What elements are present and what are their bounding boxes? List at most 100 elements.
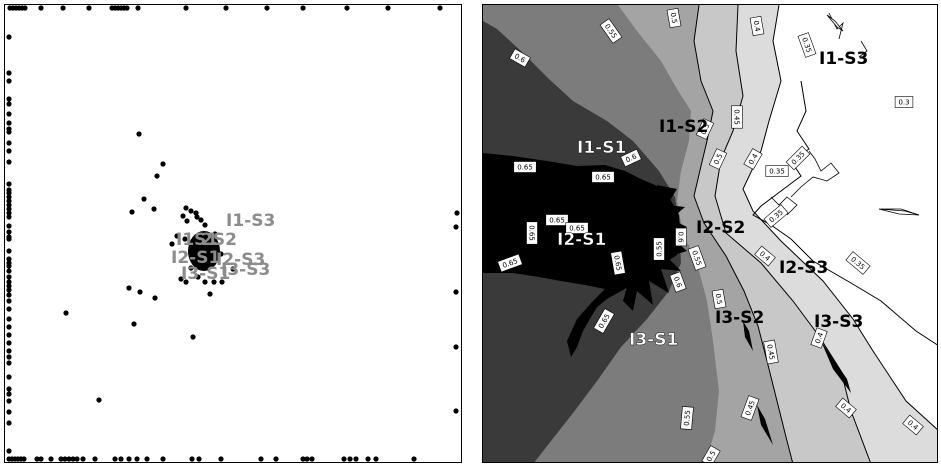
edge-point-left xyxy=(6,236,12,242)
cluster-label: 2S2 xyxy=(201,230,237,250)
edge-point-left xyxy=(6,148,12,154)
scatter-point xyxy=(202,279,208,285)
region-0-65 xyxy=(483,153,681,357)
region-label: I1-S2 xyxy=(659,117,708,137)
contour-sliver-4 xyxy=(878,208,920,216)
contour-sliver-5 xyxy=(826,14,844,32)
edge-point-left xyxy=(6,274,12,280)
cluster-label: I1-S3 xyxy=(226,211,275,231)
scatter-point xyxy=(194,214,200,220)
edge-point-left xyxy=(6,78,12,84)
edge-point-left xyxy=(6,256,12,262)
edge-point-left xyxy=(6,398,12,404)
cluster-label: I1S1 xyxy=(176,230,218,250)
svg-text:0.65: 0.65 xyxy=(517,164,533,172)
scatter-point xyxy=(129,209,135,215)
edge-point-bottom xyxy=(144,456,150,462)
scatter-point xyxy=(207,291,213,297)
contour-value-label: 0.35 xyxy=(765,165,789,177)
edge-point-top xyxy=(183,5,189,11)
cluster-label: I2-S3 xyxy=(216,250,265,270)
edge-point-left xyxy=(6,316,12,322)
edge-point-bottom xyxy=(347,456,353,462)
scatter-point xyxy=(454,210,460,216)
svg-text:0.5: 0.5 xyxy=(699,122,711,135)
scatter-point xyxy=(178,276,184,282)
scatter-point xyxy=(202,222,208,228)
edge-point-bottom xyxy=(273,456,279,462)
scatter-point xyxy=(184,218,190,224)
contour-value-label: 0.4 xyxy=(810,327,828,349)
scatter-point xyxy=(230,266,236,272)
contour-value-label: 0.65 xyxy=(565,222,589,234)
edge-point-bottom xyxy=(126,456,132,462)
edge-point-left xyxy=(6,229,12,235)
contour-sliver-1 xyxy=(821,341,851,393)
scatter-point xyxy=(174,233,180,239)
contour-value-label: 0.6 xyxy=(675,227,687,247)
edge-point-bottom xyxy=(196,456,202,462)
edge-point-left xyxy=(6,279,12,285)
edge-point-bottom xyxy=(365,456,371,462)
contour-value-label: 0.6 xyxy=(620,148,642,168)
edge-point-bottom xyxy=(373,456,379,462)
scatter-point xyxy=(198,217,204,223)
edge-point-left xyxy=(6,194,12,200)
region-label: I3-S2 xyxy=(715,308,764,328)
edge-point-left xyxy=(6,140,12,146)
scatter-point xyxy=(453,408,459,414)
contour-value-label: 0.4 xyxy=(754,245,776,267)
edge-point-bottom xyxy=(80,456,86,462)
edge-point-bottom xyxy=(92,456,98,462)
contour-value-label: 0.4 xyxy=(743,148,763,170)
edge-point-top xyxy=(385,5,391,11)
contour-value-label: 0.65 xyxy=(497,253,523,273)
edge-point-bottom xyxy=(353,456,359,462)
region-label: I3-S3 xyxy=(814,312,863,332)
contour-value-label: 0.6 xyxy=(509,48,531,68)
dense-cluster xyxy=(188,231,220,271)
contour-line-0-35 xyxy=(752,80,937,346)
edge-point-top xyxy=(344,5,350,11)
edge-point-bottom xyxy=(258,456,264,462)
scatter-point xyxy=(453,224,459,230)
cluster-label: I2-S1 xyxy=(171,248,220,268)
contour-value-label: 0.55 xyxy=(680,406,694,430)
svg-text:0.55: 0.55 xyxy=(683,410,692,426)
edge-point-bottom xyxy=(118,456,124,462)
scatter-point xyxy=(219,279,225,285)
edge-point-bottom xyxy=(58,456,64,462)
contour-value-label: 0.6 xyxy=(669,271,687,293)
edge-point-left xyxy=(6,223,12,229)
scatter-point xyxy=(183,279,189,285)
edge-point-bottom xyxy=(411,456,417,462)
edge-point-left xyxy=(6,374,12,380)
edge-point-top xyxy=(300,5,306,11)
contour-value-label: 0.55 xyxy=(599,18,623,44)
edge-point-left xyxy=(6,306,12,312)
edge-point-left xyxy=(6,386,12,392)
scatter-point xyxy=(211,279,217,285)
svg-text:0.65: 0.65 xyxy=(569,225,585,233)
contour-sliver-3 xyxy=(743,321,753,351)
region-label-layer: I1-S3 I1-S2 I1-S1 I2-S2 I2-S1 I2-S3 I3-S2 I3-S3… xyxy=(557,49,868,350)
svg-text:0.4: 0.4 xyxy=(752,20,762,33)
edge-point-top xyxy=(22,5,28,11)
contour-panel: 0.6 0.55 0.5 0.4 0.35 0.3 0.5 0.45 0.6 0.65 0.65 0.… xyxy=(482,4,938,463)
edge-point-left xyxy=(6,181,12,187)
edge-point-left xyxy=(6,159,12,165)
edge-point-top xyxy=(86,5,92,11)
region-label: I1-S3 xyxy=(819,49,868,69)
edge-point-left xyxy=(6,210,12,216)
edge-point-top xyxy=(437,5,443,11)
svg-text:0.65: 0.65 xyxy=(528,225,536,241)
contour-value-label: 0.5 xyxy=(701,445,721,462)
contour-label-layer: 0.60.550.50.40.350.30.50.450.60.650.650.… xyxy=(497,7,924,462)
contour-value-label: 0.35 xyxy=(845,251,871,275)
edge-point-bottom xyxy=(341,456,347,462)
contour-value-label: 0.65 xyxy=(610,250,626,276)
scatter-panel: I1-S3 I1S1 2S2 I2-S1 I2-S3 I3-S1 I3-S3 xyxy=(4,4,462,463)
svg-text:0.65: 0.65 xyxy=(595,174,611,182)
scatter-point xyxy=(137,289,143,295)
scatter-point xyxy=(151,206,157,212)
